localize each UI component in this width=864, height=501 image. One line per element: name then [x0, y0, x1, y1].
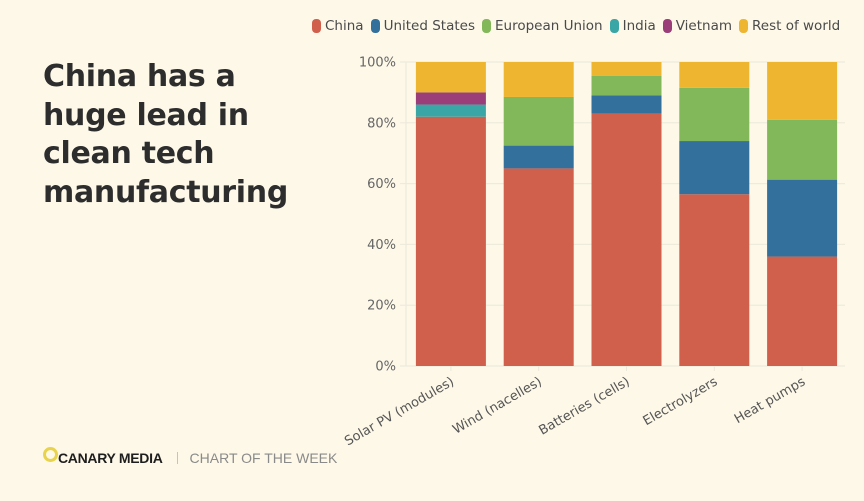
legend-swatch: [370, 19, 380, 33]
legend-item: India: [609, 18, 656, 34]
chart-of-the-week-label: CHART OF THE WEEK: [189, 450, 338, 466]
legend-item: United States: [370, 18, 475, 34]
bar-segment-european-union: [503, 96, 574, 146]
y-tick-label: 60%: [367, 177, 396, 192]
bar-segment-china: [679, 194, 750, 366]
legend-swatch: [312, 19, 321, 33]
bar-segment-china: [415, 116, 486, 366]
bar-segment-china: [767, 256, 838, 366]
legend-label: United States: [383, 18, 475, 34]
bar-segment-rest-of-world: [503, 62, 574, 97]
bar-segment-rest-of-world: [415, 62, 486, 93]
x-tick-label: Wind (nacelles): [450, 374, 544, 437]
bar-segment-united-states: [503, 145, 574, 169]
bar-segment-vietnam: [415, 92, 486, 105]
bar-segment-european-union: [767, 119, 838, 180]
bar-segment-united-states: [591, 95, 662, 114]
bar-segment-rest-of-world: [679, 62, 750, 88]
x-tick-label: Batteries (cells): [536, 374, 632, 438]
headline-line: China has a: [43, 59, 236, 94]
legend-item: Rest of world: [739, 18, 840, 34]
brand-name: CANARY MEDIA: [58, 450, 163, 466]
bar-segment-china: [591, 113, 662, 367]
legend-swatch: [739, 19, 749, 33]
x-tick-label: Heat pumps: [732, 374, 808, 427]
bar-segment-european-union: [679, 87, 750, 142]
headline-line: clean tech: [43, 136, 215, 171]
y-tick-label: 80%: [367, 116, 396, 131]
legend-item: European Union: [481, 18, 603, 34]
bar-segment-european-union: [591, 75, 662, 96]
y-tick-label: 20%: [367, 299, 396, 314]
legend-swatch: [481, 19, 491, 33]
legend-label: India: [622, 18, 656, 34]
bar-segment-united-states: [767, 179, 838, 257]
legend-swatch: [609, 19, 619, 33]
bar-segment-rest-of-world: [591, 62, 662, 76]
legend-item: China: [312, 18, 364, 34]
y-tick-label: 100%: [359, 56, 396, 71]
legend-label: Rest of world: [752, 18, 841, 34]
bar-segment-india: [415, 104, 486, 117]
legend-item: Vietnam: [662, 18, 733, 34]
headline-line: manufacturing: [43, 174, 289, 210]
bar-segment-united-states: [679, 141, 750, 195]
canary-logo-icon: [43, 446, 58, 462]
headline-line: huge lead in: [43, 97, 249, 133]
legend-label: Vietnam: [675, 18, 733, 34]
legend: China United States European Union India Vie…: [312, 18, 847, 34]
y-tick-label: 40%: [367, 238, 396, 253]
y-tick-label: 0%: [375, 360, 396, 375]
bar-segment-china: [503, 168, 574, 366]
x-tick-label: Solar PV (modules): [342, 374, 457, 449]
divider: [176, 452, 178, 464]
headline: China has a huge lead in clean tech manu…: [43, 58, 333, 212]
legend-label: European Union: [494, 18, 603, 34]
footer: CANARY MEDIA CHART OF THE WEEK: [43, 446, 338, 466]
bar-segment-rest-of-world: [767, 62, 838, 120]
legend-swatch: [662, 19, 672, 33]
legend-label: China: [325, 18, 364, 34]
x-tick-label: Electrolyzers: [641, 374, 721, 429]
